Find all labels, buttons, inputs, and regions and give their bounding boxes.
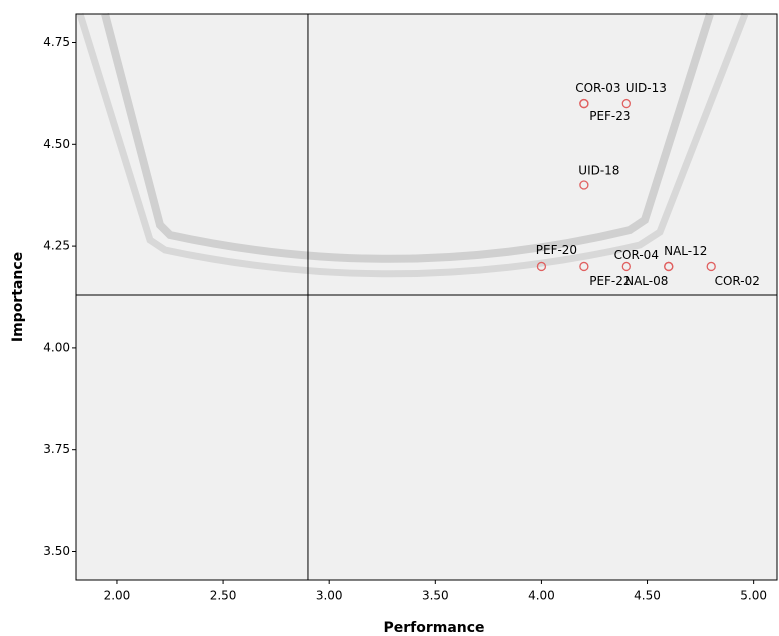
plot-area: [76, 14, 777, 580]
x-axis-title: Performance: [383, 620, 484, 636]
x-tick-label: 4.50: [634, 589, 661, 603]
x-tick-label: 5.00: [740, 589, 767, 603]
point-label: UID-18: [578, 164, 619, 178]
plot-border: [75, 13, 778, 581]
y-tick-label: 4.50: [43, 137, 70, 151]
point: [706, 261, 716, 272]
point: [664, 261, 674, 272]
y-axis-title: Importance: [10, 252, 26, 342]
watermark: [101, 12, 714, 263]
y-tick-label: 3.50: [43, 544, 70, 558]
point-label: PEF-23: [589, 109, 630, 123]
point-label: PEF-20: [536, 243, 577, 257]
x-tick-label: 2.50: [210, 589, 237, 603]
point-label: UID-13: [626, 81, 667, 95]
point-label: NAL-08: [625, 274, 668, 288]
point: [621, 261, 631, 272]
x-tick-label: 3.50: [422, 589, 449, 603]
point-label: COR-02: [715, 274, 760, 288]
x-tick-label: 4.00: [528, 589, 555, 603]
point-label: NAL-12: [664, 244, 707, 258]
point: [579, 261, 589, 272]
point: [579, 180, 589, 190]
point-label: PEF-22: [589, 274, 630, 288]
y-tick-label: 4.75: [43, 35, 70, 49]
point: [536, 261, 547, 272]
x-tick-label: 2.00: [104, 589, 131, 603]
y-tick-label: 4.00: [43, 340, 70, 354]
y-tick-label: 3.75: [43, 442, 70, 456]
y-tick-label: 4.25: [43, 239, 70, 253]
x-tick-label: 3.00: [316, 589, 343, 603]
point-label: COR-03: [575, 81, 620, 95]
point: [579, 98, 589, 109]
watermark: [76, 12, 749, 278]
point: [621, 98, 631, 109]
point-label: COR-04: [614, 248, 659, 262]
